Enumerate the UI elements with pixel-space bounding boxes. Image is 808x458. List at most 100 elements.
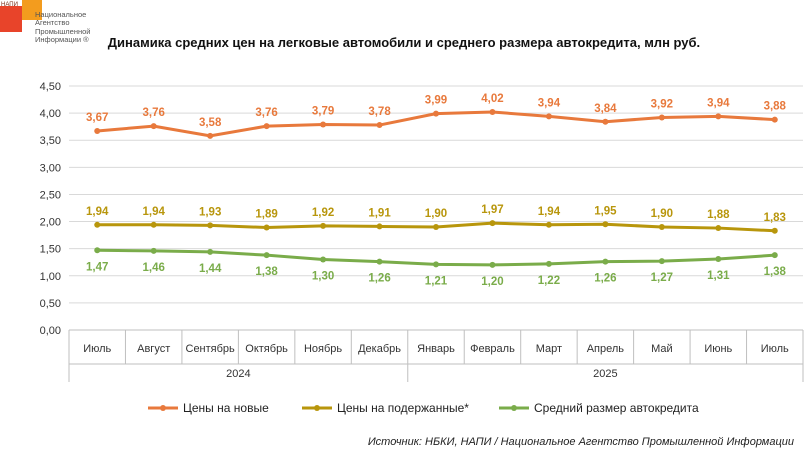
data-label: 1,46 [142,262,164,274]
data-label: 1,95 [594,205,617,217]
data-point [715,225,722,232]
y-tick-label: 4,50 [40,81,61,93]
data-point [715,113,722,120]
logo-line: Информации ® [35,34,89,44]
data-point [263,123,270,130]
data-point [207,222,214,229]
logo-abbr: НАПИ [1,2,18,8]
data-label: 1,27 [651,272,673,284]
data-point [545,221,552,228]
legend-marker [160,405,166,411]
data-label: 3,76 [255,107,277,119]
data-label: 3,94 [707,97,730,109]
data-label: 3,67 [86,112,108,124]
data-label: 1,91 [368,207,391,219]
data-point [545,113,552,120]
logo-line: Национальное [35,10,87,19]
x-tick-label: Ноябрь [304,343,342,355]
x-tick-label: Июль [83,343,111,355]
data-label: 1,26 [368,273,390,285]
data-label: 1,21 [425,275,448,287]
source-note: Источник: НБКИ, НАПИ / Национальное Аген… [367,436,794,448]
data-point [94,247,101,254]
data-label: 3,76 [142,107,164,119]
y-tick-label: 1,50 [40,244,61,256]
data-label: 3,84 [594,103,617,115]
data-point [602,258,609,265]
x-tick-label: Октябрь [245,343,288,355]
y-tick-label: 2,50 [40,189,61,201]
data-label: 1,90 [425,208,447,220]
data-point [602,221,609,228]
data-point [658,258,665,265]
data-point [433,110,439,117]
y-tick-label: 4,00 [40,108,61,120]
legend-label: Цены на подержанные* [337,401,469,415]
x-tick-label: Январь [417,343,455,355]
data-label: 1,30 [312,271,334,283]
data-label: 1,44 [199,263,222,275]
data-label: 1,92 [312,207,334,219]
data-label: 3,88 [764,101,787,113]
x-tick-label: Август [137,343,170,355]
x-tick-label: Май [651,343,673,355]
data-point [94,128,101,135]
data-label: 1,94 [142,206,165,218]
y-tick-label: 1,00 [40,271,61,283]
data-point [771,252,778,259]
data-label: 3,79 [312,105,334,117]
data-point [207,132,214,139]
data-label: 1,88 [707,209,730,221]
data-point [715,255,722,262]
data-point [376,122,383,129]
x-tick-label: Апрель [587,343,625,355]
x-tick-label: Июнь [704,343,732,355]
data-label: 1,93 [199,206,221,218]
data-label: 3,78 [368,106,391,118]
y-tick-label: 0,00 [40,325,61,337]
x-tick-label: Июль [761,343,789,355]
data-point [433,223,439,230]
data-point [207,248,214,255]
legend-marker [511,405,517,411]
data-point [376,258,383,265]
data-label: 1,38 [764,266,787,278]
data-point [376,223,383,230]
data-label: 1,31 [707,270,730,282]
logo-text: Национальное Агентство Промышленной Инфо… [35,10,105,44]
data-label: 3,99 [425,95,447,107]
data-point [489,220,496,227]
logo-red-block [0,6,22,32]
data-label: 1,22 [538,275,560,287]
data-label: 1,47 [86,261,108,273]
data-label: 3,94 [538,97,561,109]
x-tick-label: Февраль [470,343,515,355]
data-point [771,227,778,234]
data-point [433,261,439,268]
data-point [320,256,327,263]
data-point [602,118,609,125]
data-point [263,224,270,231]
data-point [320,222,327,229]
data-label: 1,20 [481,276,503,288]
data-label: 1,89 [255,209,277,221]
y-tick-label: 3,00 [40,162,61,174]
legend-label: Средний размер автокредита [534,401,699,415]
legend-label: Цены на новые [183,401,269,415]
data-point [94,221,101,228]
data-label: 3,92 [651,98,673,110]
data-point [150,123,157,130]
x-tick-label: Март [536,343,562,355]
data-point [771,116,778,123]
data-point [658,223,665,230]
legend-marker [314,405,320,411]
data-point [150,247,157,254]
data-label: 1,83 [764,212,786,224]
data-label: 1,26 [594,273,616,285]
logo-line: Агентство [35,18,70,28]
data-label: 4,02 [481,93,503,105]
chart-title: Динамика средних цен на легковые автомоб… [107,35,701,50]
data-point [489,261,496,268]
data-point [263,252,270,259]
y-tick-label: 2,00 [40,217,61,229]
